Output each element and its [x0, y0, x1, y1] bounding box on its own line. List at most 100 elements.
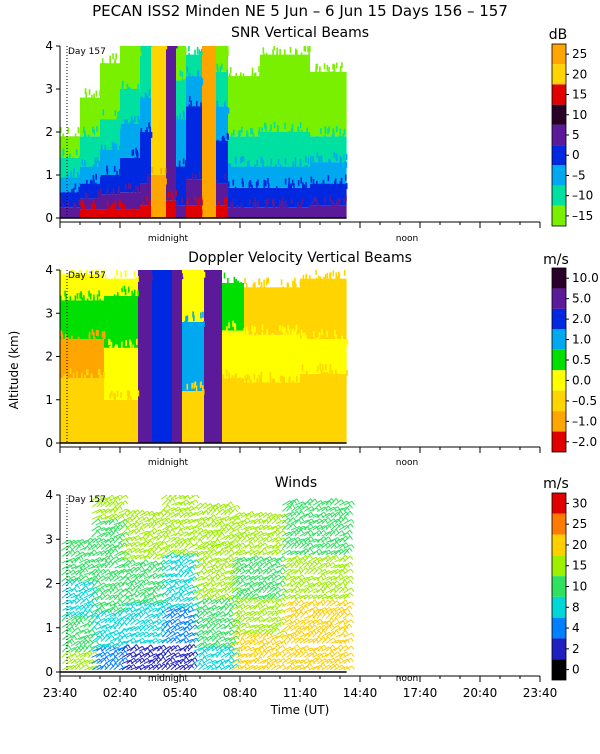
snr-speckle [78, 127, 80, 133]
doppler-speckle [283, 377, 285, 383]
doppler-speckle [130, 351, 132, 357]
barb-flag [223, 574, 226, 578]
snr-speckle [168, 192, 170, 198]
snr-speckle [292, 162, 294, 168]
snr-speckle [275, 164, 277, 170]
doppler-speckle [224, 332, 226, 338]
barb-flag [214, 515, 217, 519]
snr-speckle [301, 130, 303, 136]
snr-speckle [67, 201, 69, 207]
barb-flag [218, 641, 221, 645]
snr-speckle [230, 203, 232, 209]
snr-speckle [114, 192, 116, 198]
snr-speckle [115, 178, 117, 184]
barb-flag [186, 549, 189, 553]
snr-speckle [277, 130, 279, 136]
doppler-speckle [111, 342, 113, 348]
doppler-speckle [120, 272, 122, 278]
snr-speckle [193, 55, 195, 61]
barb-flag [181, 558, 184, 562]
barb-shaft [189, 495, 197, 499]
doppler-speckle [294, 332, 296, 338]
doppler-speckle [154, 271, 156, 277]
barb-flag [168, 651, 171, 655]
doppler-speckle [64, 339, 66, 345]
snr-speckle [241, 127, 243, 133]
doppler-speckle [94, 337, 96, 343]
snr-speckle [258, 169, 260, 175]
doppler-speckle [270, 335, 272, 341]
snr-speckle [277, 125, 279, 131]
doppler-speckle [231, 334, 233, 340]
doppler-speckle [74, 302, 76, 308]
snr-speckle [89, 89, 91, 95]
snr-speckle [136, 155, 138, 161]
snr-speckle [229, 73, 231, 79]
barb-flag [68, 651, 71, 655]
snr-y-tick-label: 2 [45, 125, 53, 139]
snr-speckle [265, 205, 267, 211]
doppler-speckle [120, 352, 122, 358]
doppler-speckle [279, 325, 281, 331]
doppler-y-tick-label: 3 [45, 306, 53, 320]
snr-speckle [226, 70, 228, 76]
snr-speckle [137, 37, 139, 43]
barb-flag [81, 663, 84, 667]
snr-speckle [250, 166, 252, 172]
snr-speckle [278, 159, 280, 165]
doppler-speckle [261, 372, 263, 378]
snr-speckle [127, 209, 129, 215]
snr-speckle [341, 186, 343, 192]
snr-speckle [261, 190, 263, 196]
snr-speckle [142, 133, 144, 139]
doppler-speckle [314, 343, 316, 349]
snr-speckle [114, 59, 116, 65]
doppler-colorbar-swatch [552, 268, 566, 288]
barb-shaft [216, 651, 222, 658]
snr-colorbar-swatch [552, 206, 566, 226]
barb-shaft [114, 658, 121, 664]
snr-speckle [104, 145, 106, 151]
barb-flag [86, 563, 89, 567]
doppler-speckle [227, 278, 229, 284]
snr-speckle [279, 189, 281, 195]
doppler-speckle [319, 377, 321, 383]
snr-speckle [290, 171, 292, 177]
doppler-speckle [145, 260, 147, 266]
snr-y-tick-label: 1 [45, 168, 53, 182]
barb-flag [72, 544, 75, 548]
doppler-speckle [268, 336, 270, 342]
snr-speckle [270, 159, 272, 165]
barb-flag [181, 564, 184, 568]
snr-speckle [340, 129, 342, 135]
barb-flag [200, 593, 203, 597]
doppler-speckle [184, 266, 186, 272]
doppler-colorbar-swatch [552, 391, 566, 411]
doppler-speckle [127, 398, 129, 404]
doppler-speckle [282, 286, 284, 292]
barb-flag [116, 587, 119, 591]
barb-flag [87, 665, 90, 669]
snr-speckle [131, 91, 133, 97]
barb-flag [150, 606, 153, 610]
snr-speckle [265, 57, 267, 63]
snr-speckle [263, 53, 265, 59]
doppler-speckle [111, 282, 113, 288]
snr-speckle [252, 68, 254, 74]
snr-speckle [345, 161, 347, 167]
snr-speckle [314, 163, 316, 169]
snr-speckle [319, 156, 321, 162]
wind-barb [162, 536, 170, 543]
snr-speckle [256, 160, 258, 166]
snr-speckle [126, 124, 128, 130]
snr-speckle [302, 182, 304, 188]
snr-speckle [197, 47, 199, 53]
snr-speckle [334, 74, 336, 80]
barb-flag [195, 658, 198, 662]
snr-speckle [201, 209, 203, 215]
wind-barb [122, 597, 131, 603]
winds-panel-title: Winds [275, 475, 317, 491]
snr-speckle [180, 70, 182, 76]
